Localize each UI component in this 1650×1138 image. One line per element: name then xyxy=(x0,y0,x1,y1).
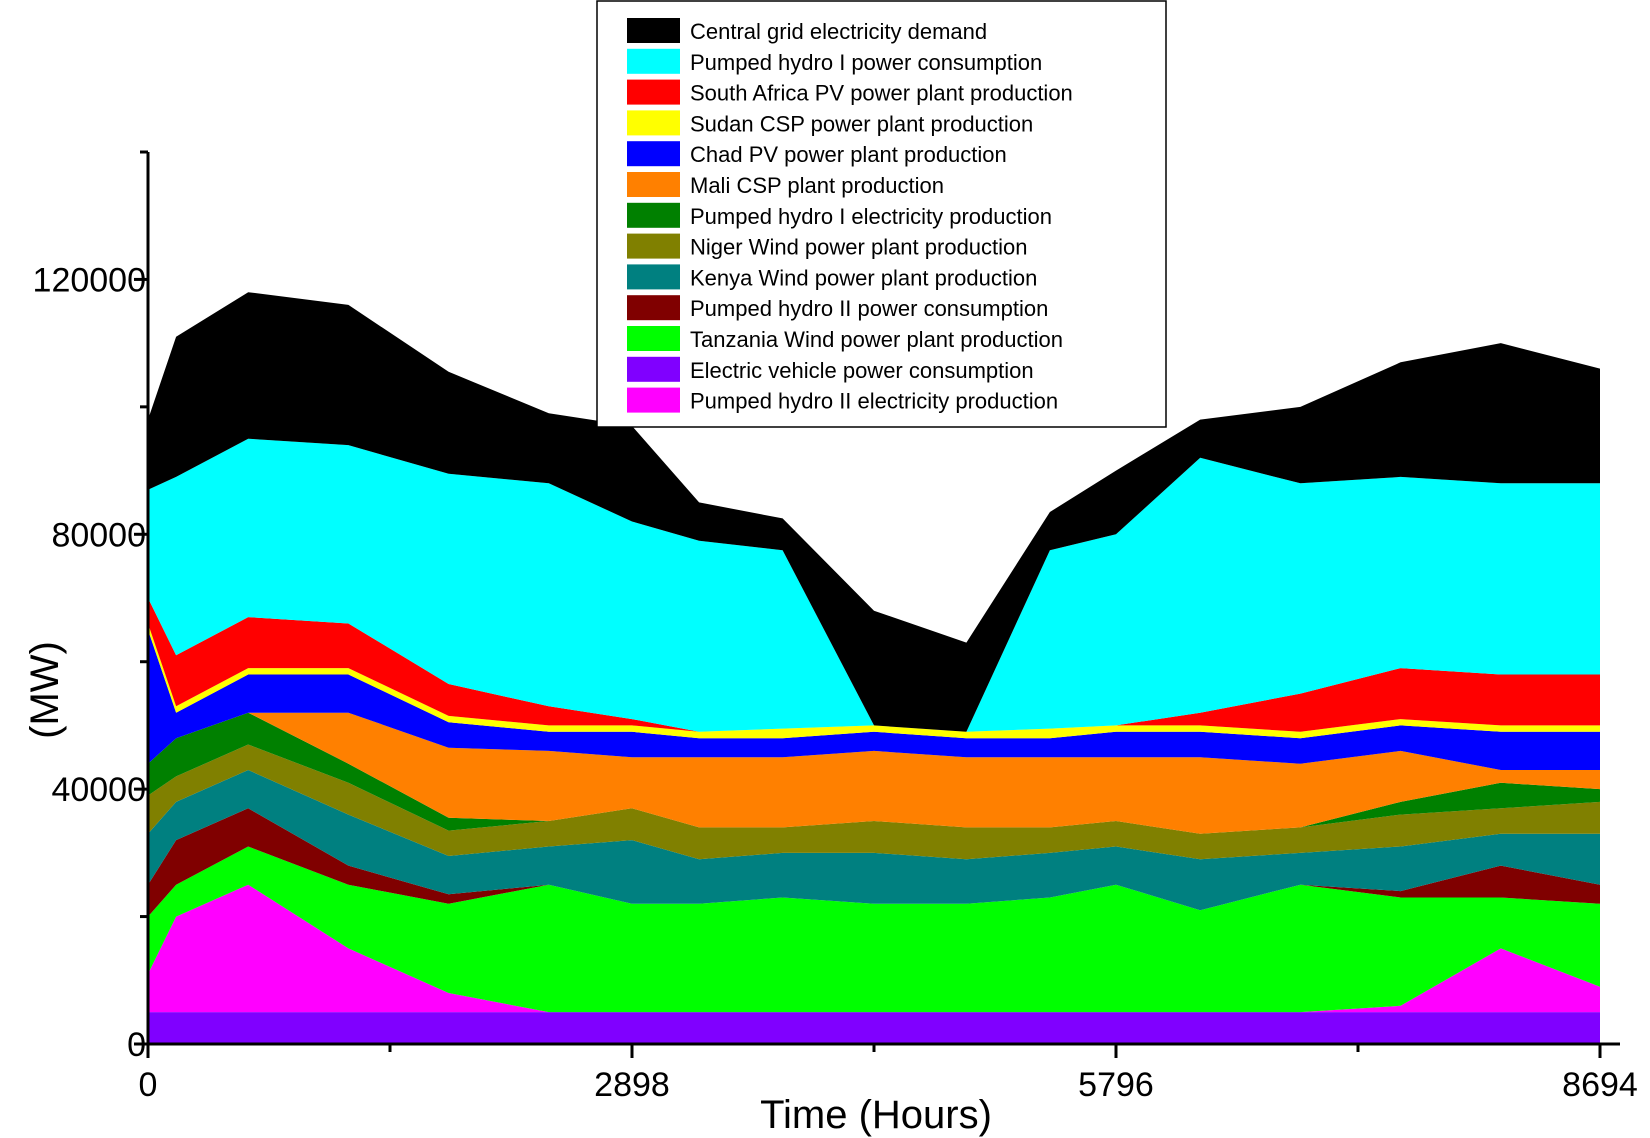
legend-swatch xyxy=(627,141,680,167)
axes xyxy=(146,152,1620,1046)
legend-swatch xyxy=(627,356,680,382)
legend-label: Pumped hydro II power consumption xyxy=(690,296,1048,321)
axis-ticks: 0 2898 5796 8694 0 40000 80000 120000 xyxy=(33,150,1638,1104)
legend-swatch xyxy=(627,48,680,74)
legend-label: Pumped hydro I electricity production xyxy=(690,204,1052,229)
y-axis-label: (MW) xyxy=(23,641,67,739)
legend-swatch xyxy=(627,295,680,321)
legend-swatch xyxy=(627,233,680,259)
legend-box xyxy=(596,0,1167,428)
legend-label: Niger Wind power plant production xyxy=(690,235,1028,260)
legend-swatch xyxy=(627,264,680,290)
legend-label: Central grid electricity demand xyxy=(690,19,987,44)
x-axis-label: Time (Hours) xyxy=(760,1093,992,1137)
legend-label: Mali CSP plant production xyxy=(690,173,944,198)
legend-label: Pumped hydro II electricity production xyxy=(690,389,1058,414)
area-series-2 xyxy=(148,846,1600,1013)
legend-label: Tanzania Wind power plant production xyxy=(690,327,1063,352)
legend-swatch xyxy=(627,172,680,197)
area-series-4 xyxy=(148,770,1600,911)
area-series-8 xyxy=(148,629,1600,770)
legend-label: Electric vehicle power consumption xyxy=(690,358,1034,383)
x-tick-label: 2898 xyxy=(594,1066,670,1104)
area-series-1 xyxy=(148,884,1600,1013)
y-tick-label: 80000 xyxy=(51,516,146,554)
x-tick-label: 5796 xyxy=(1078,1066,1154,1104)
y-tick-label: 40000 xyxy=(51,771,146,809)
y-tick-label: 0 xyxy=(127,1026,146,1064)
area-series-9 xyxy=(148,623,1600,739)
area-series-7 xyxy=(148,712,1600,834)
area-series-10 xyxy=(148,598,1600,732)
x-tick-label: 0 xyxy=(139,1066,158,1104)
x-tick-label: 8694 xyxy=(1562,1066,1638,1104)
legend-swatch xyxy=(627,326,680,351)
legend-swatch xyxy=(627,387,680,413)
legend-label: Chad PV power plant production xyxy=(690,142,1007,167)
area-series-0 xyxy=(148,1012,1600,1044)
legend-label: Sudan CSP power plant production xyxy=(690,111,1033,136)
area-series-3 xyxy=(148,808,1600,917)
legend-label: Kenya Wind power plant production xyxy=(690,265,1037,290)
area-series-12 xyxy=(148,292,1600,732)
legend-label: South Africa PV power plant production xyxy=(690,81,1073,106)
legend: Central grid electricity demand Pumped hy… xyxy=(596,0,1167,428)
series-areas xyxy=(148,292,1600,1044)
legend-swatch xyxy=(627,18,680,43)
y-tick-label: 120000 xyxy=(33,261,146,299)
legend-label: Pumped hydro I power consumption xyxy=(690,50,1042,75)
area-series-5 xyxy=(148,744,1600,860)
legend-swatch xyxy=(627,110,680,136)
legend-swatch xyxy=(627,79,680,105)
area-series-11 xyxy=(148,438,1600,732)
legend-swatch xyxy=(627,202,680,228)
